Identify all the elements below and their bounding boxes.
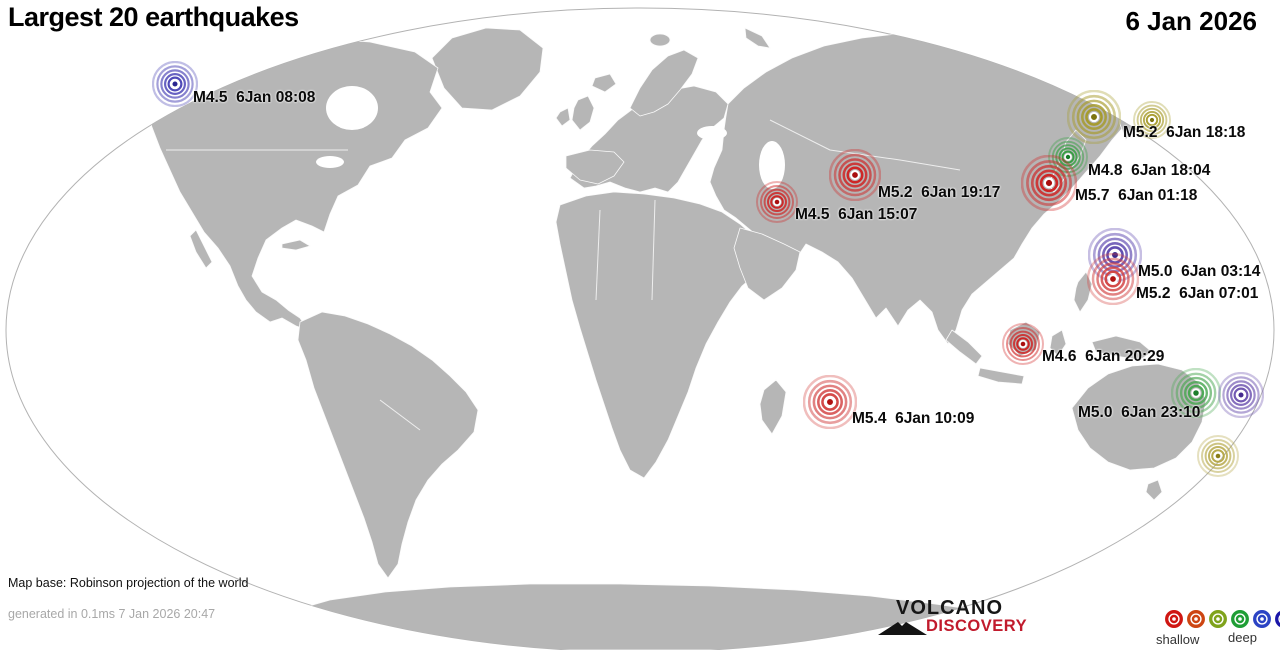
- quake-label: M5.0 6Jan 03:14: [1138, 263, 1261, 280]
- border-sa: [379, 399, 421, 431]
- border-russia: [769, 119, 961, 171]
- map-base-note: Map base: Robinson projection of the wor…: [8, 576, 249, 590]
- quake-label: M4.8 6Jan 18:04: [1088, 162, 1211, 179]
- depth-legend-circle: [1273, 608, 1280, 628]
- quake-marker[interactable]: [1133, 101, 1171, 144]
- quake-marker[interactable]: [756, 181, 798, 228]
- land-scandinavia: [629, 49, 699, 117]
- quake-label: M5.2 6Jan 18:18: [1123, 124, 1246, 141]
- land-arctic-island: [744, 27, 771, 49]
- depth-legend: shallow deep: [1156, 606, 1280, 648]
- depth-legend-circle: [1163, 608, 1185, 629]
- great-lakes: [316, 156, 344, 168]
- land-sulawesi: [1049, 329, 1067, 357]
- logo-discovery-text: DISCOVERY: [926, 617, 1028, 635]
- quake-label: M4.6 6Jan 20:29: [1042, 348, 1165, 365]
- depth-legend-circles: [1163, 608, 1280, 630]
- caspian-sea: [759, 141, 785, 189]
- projection-outline: [5, 7, 1275, 650]
- volcano-discovery-logo[interactable]: VOLCANO DISCOVERY: [876, 596, 1041, 642]
- quake-marker[interactable]: [151, 60, 199, 112]
- legend-deep-label: deep: [1228, 630, 1257, 645]
- quake-label: M4.5 6Jan 15:07: [795, 206, 918, 223]
- land-africa: [555, 191, 765, 479]
- quake-label: M5.7 6Jan 01:18: [1075, 187, 1198, 204]
- legend-shallow-label: shallow: [1156, 632, 1200, 647]
- quake-label: M4.5 6Jan 08:08: [193, 89, 316, 106]
- depth-legend-circle: [1185, 608, 1207, 629]
- quake-label: M5.2 6Jan 19:17: [878, 184, 1001, 201]
- land-svalbard: [649, 33, 671, 47]
- generated-note: generated in 0.1ms 7 Jan 2026 20:47: [8, 607, 216, 621]
- land-south-america: [297, 311, 479, 579]
- black-sea: [697, 126, 727, 140]
- quake-marker[interactable]: [1020, 154, 1078, 216]
- land-madagascar: [759, 379, 787, 435]
- quake-label: M5.2 6Jan 07:01: [1136, 285, 1259, 302]
- land-iberia: [565, 149, 625, 185]
- depth-legend-circle: [1251, 608, 1273, 629]
- land-baja: [189, 229, 213, 269]
- map-date: 6 Jan 2026: [1125, 6, 1257, 36]
- land-iceland: [591, 73, 617, 93]
- land-sumatra: [945, 329, 983, 365]
- land-java: [977, 367, 1025, 385]
- page-title: Largest 20 earthquakes: [8, 2, 299, 32]
- quake-label: M5.4 6Jan 10:09: [852, 410, 975, 427]
- quake-marker[interactable]: [828, 148, 882, 206]
- quake-marker[interactable]: [1217, 371, 1265, 423]
- land-new-guinea: [1091, 335, 1153, 361]
- quake-marker[interactable]: [802, 374, 858, 434]
- quake-marker[interactable]: [1002, 323, 1044, 370]
- land-australia: [1071, 363, 1207, 471]
- quake-marker[interactable]: [1086, 252, 1140, 310]
- land-cuba: [281, 239, 311, 251]
- quake-marker[interactable]: [1066, 89, 1122, 149]
- border-africa-2: [651, 199, 656, 301]
- logo-volcano-text: VOLCANO: [896, 597, 1003, 619]
- land-ireland: [555, 107, 571, 127]
- land-britain: [571, 95, 595, 131]
- quake-label: M5.0 6Jan 23:10: [1078, 404, 1201, 421]
- depth-legend-circle: [1207, 608, 1229, 629]
- border-africa-1: [595, 209, 601, 301]
- volcano-icon: [878, 622, 927, 635]
- quake-marker[interactable]: [1197, 435, 1239, 482]
- land-philippines: [1073, 271, 1093, 313]
- quake-marker[interactable]: [1170, 367, 1222, 423]
- hudson-bay: [326, 86, 378, 130]
- land-arabia: [733, 227, 801, 301]
- land-greenland: [431, 27, 544, 111]
- depth-legend-circle: [1229, 608, 1251, 629]
- land-tasmania: [1145, 479, 1163, 501]
